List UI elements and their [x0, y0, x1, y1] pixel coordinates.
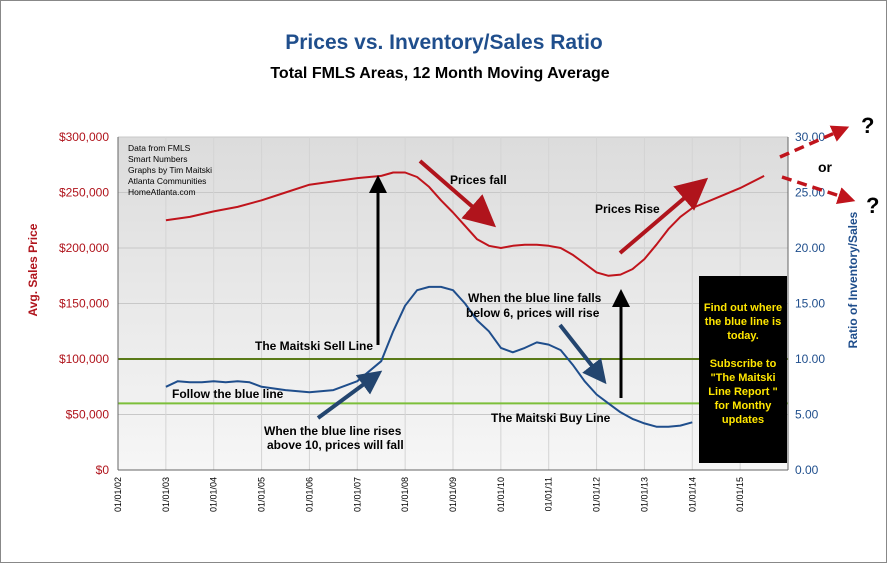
- x-tick-label: 01/01/05: [257, 477, 267, 512]
- source-line-1: Data from FMLS: [128, 143, 191, 153]
- left-tick-label: $0: [96, 463, 110, 477]
- x-tick-label: 01/01/04: [209, 477, 219, 512]
- callout-text: Find out where the blue line is today. Subs…: [704, 302, 782, 426]
- callout-line: the blue line is: [705, 316, 781, 328]
- x-tick-label: 01/01/08: [400, 477, 410, 512]
- question-mark-lower: ?: [866, 193, 879, 218]
- chart-subtitle: Total FMLS Areas, 12 Month Moving Averag…: [270, 65, 609, 82]
- left-axis-title: Avg. Sales Price: [26, 223, 40, 316]
- rises-label-2: above 10, prices will fall: [267, 438, 404, 452]
- left-tick-label: $200,000: [59, 241, 109, 255]
- buy-line-label: The Maitski Buy Line: [491, 411, 611, 425]
- chart-title: Prices vs. Inventory/Sales Ratio: [285, 31, 602, 54]
- source-note: Data from FMLS Smart Numbers Graphs by T…: [128, 143, 212, 197]
- source-line-2: Smart Numbers: [128, 154, 188, 164]
- falls-label-1: When the blue line falls: [468, 291, 602, 305]
- x-tick-label: 01/01/06: [304, 477, 314, 512]
- right-tick-label: 10.00: [795, 352, 825, 366]
- x-tick-label: 01/01/15: [735, 477, 745, 512]
- callout-line: Subscribe to: [710, 358, 777, 370]
- right-tick-label: 25.00: [795, 186, 825, 200]
- callout-line: today.: [727, 330, 759, 342]
- sell-line-label: The Maitski Sell Line: [255, 339, 373, 353]
- left-tick-label: $50,000: [66, 408, 110, 422]
- dashed-arrow-down: [781, 175, 856, 204]
- callout-line: "The Maitski: [710, 372, 775, 384]
- rises-arrow: [316, 370, 383, 420]
- left-tick-label: $150,000: [59, 297, 109, 311]
- x-tick-label: 01/01/11: [544, 477, 554, 511]
- question-mark-upper: ?: [861, 113, 874, 138]
- x-tick-label: 01/01/10: [496, 477, 506, 512]
- prices-fall-arrow: [418, 159, 497, 228]
- x-tick-label: 01/01/14: [687, 477, 697, 512]
- series-layer: [165, 171, 765, 428]
- right-tick-label: 15.00: [795, 297, 825, 311]
- follow-label: Follow the blue line: [172, 387, 284, 401]
- falls-label-2: below 6, prices will rise: [466, 306, 600, 320]
- dashed-arrow-up: [779, 125, 850, 159]
- falls-arrow: [558, 323, 607, 385]
- prices-rise-label: Prices Rise: [595, 202, 660, 216]
- x-tick-label: 01/01/07: [352, 477, 362, 512]
- left-tick-label: $300,000: [59, 130, 109, 144]
- left-tick-label: $250,000: [59, 186, 109, 200]
- reference-lines: [118, 358, 788, 405]
- callout-line: updates: [722, 414, 764, 426]
- or-label: or: [818, 159, 833, 175]
- price-series-line: [165, 171, 765, 277]
- ratio-series-line: [165, 285, 693, 428]
- source-line-5: HomeAtlanta.com: [128, 187, 196, 197]
- left-tick-labels: $0 $50,000 $100,000 $150,000 $200,000 $250,00…: [59, 130, 109, 477]
- callout-line: for Monthy: [715, 400, 773, 412]
- prices-rise-arrow: [618, 177, 709, 255]
- subscribe-callout[interactable]: [699, 276, 787, 463]
- source-line-4: Atlanta Communities: [128, 176, 206, 186]
- rises-label-1: When the blue line rises: [264, 424, 402, 438]
- x-tick-label: 01/01/03: [161, 477, 171, 512]
- x-tick-label: 01/01/12: [592, 477, 602, 512]
- x-tick-label: 01/01/13: [639, 477, 649, 512]
- right-tick-label: 20.00: [795, 241, 825, 255]
- callout-line: Find out where: [704, 302, 782, 314]
- left-tick-label: $100,000: [59, 352, 109, 366]
- right-tick-label: 5.00: [795, 408, 819, 422]
- right-axis-title: Ratio of Inventory/Sales: [846, 211, 860, 348]
- prices-fall-label: Prices fall: [450, 173, 507, 187]
- x-tick-label: 01/01/09: [448, 477, 458, 512]
- callout-line: Line Report ": [708, 386, 777, 398]
- x-tick-label: 01/01/02: [113, 477, 123, 512]
- right-tick-label: 0.00: [795, 463, 819, 477]
- source-line-3: Graphs by Tim Maitski: [128, 165, 212, 175]
- x-tick-labels: 01/01/02 01/01/03 01/01/04 01/01/05 01/01/06…: [113, 477, 745, 512]
